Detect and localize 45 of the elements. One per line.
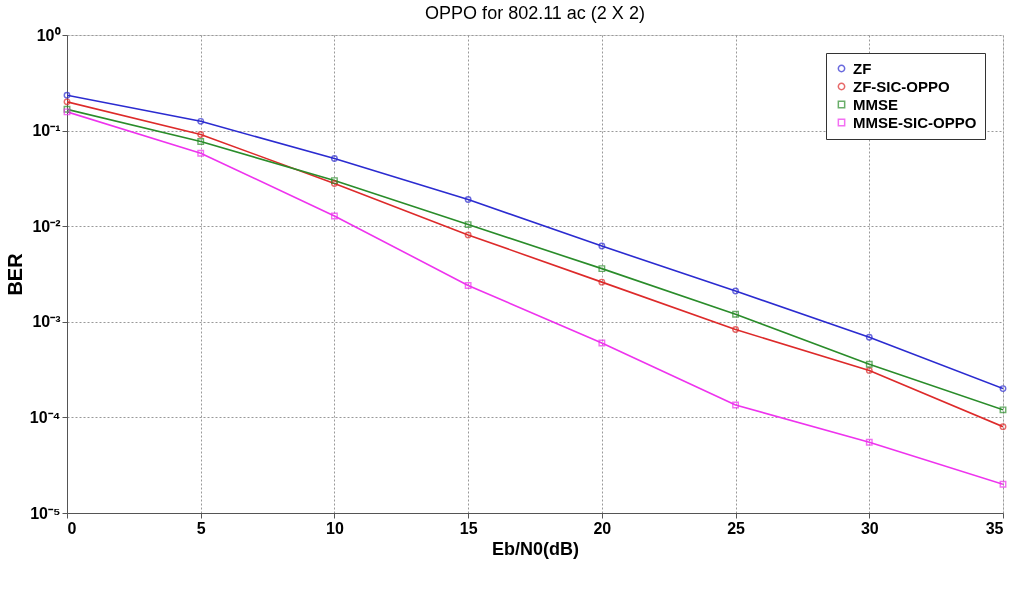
point xyxy=(999,480,1007,488)
point xyxy=(598,242,606,250)
point xyxy=(197,131,205,138)
x-axis-title: Eb/N0(dB) xyxy=(492,538,579,559)
x-tick-label: 35 xyxy=(985,519,1004,537)
x-tick-label: 5 xyxy=(196,519,206,537)
point xyxy=(197,138,205,145)
y-tick-label: 10⁻² xyxy=(32,217,61,235)
chart-title: OPPO for 802.11 ac (2 X 2) xyxy=(425,3,645,23)
x-tick-label: 20 xyxy=(593,519,612,537)
legend-label: ZF-SIC-OPPO xyxy=(853,77,950,95)
point xyxy=(464,282,472,289)
point xyxy=(732,310,740,318)
point xyxy=(598,339,606,347)
x-tick-label: 0 xyxy=(67,519,77,537)
point xyxy=(464,196,472,203)
point xyxy=(732,287,740,295)
point xyxy=(865,333,873,341)
x-tick-label: 25 xyxy=(727,519,746,537)
y-tick-label: 10⁰ xyxy=(36,26,61,44)
x-tick-label: 10 xyxy=(326,519,344,537)
point xyxy=(464,231,472,239)
point xyxy=(598,265,606,273)
point xyxy=(330,212,338,220)
y-tick-label: 10⁻¹ xyxy=(32,122,61,140)
point xyxy=(999,406,1007,414)
point xyxy=(865,366,873,374)
point xyxy=(732,401,740,409)
point xyxy=(330,155,338,162)
legend-label: MMSE xyxy=(853,95,898,113)
legend-label: MMSE-SIC-OPPO xyxy=(853,113,977,131)
point xyxy=(464,221,472,229)
y-tick-label: 10⁻⁴ xyxy=(29,408,61,426)
point xyxy=(197,149,205,157)
y-tick-label: 10⁻³ xyxy=(32,313,61,331)
y-axis-title: BER xyxy=(3,252,26,296)
y-tick-label: 10⁻⁵ xyxy=(30,504,61,522)
legend-label: ZF xyxy=(853,59,872,77)
x-tick-label: 30 xyxy=(860,519,879,537)
x-tick-label: 15 xyxy=(459,519,478,537)
point xyxy=(732,326,740,333)
point xyxy=(197,117,205,125)
point xyxy=(598,278,606,286)
point xyxy=(865,438,873,446)
point xyxy=(865,360,873,368)
